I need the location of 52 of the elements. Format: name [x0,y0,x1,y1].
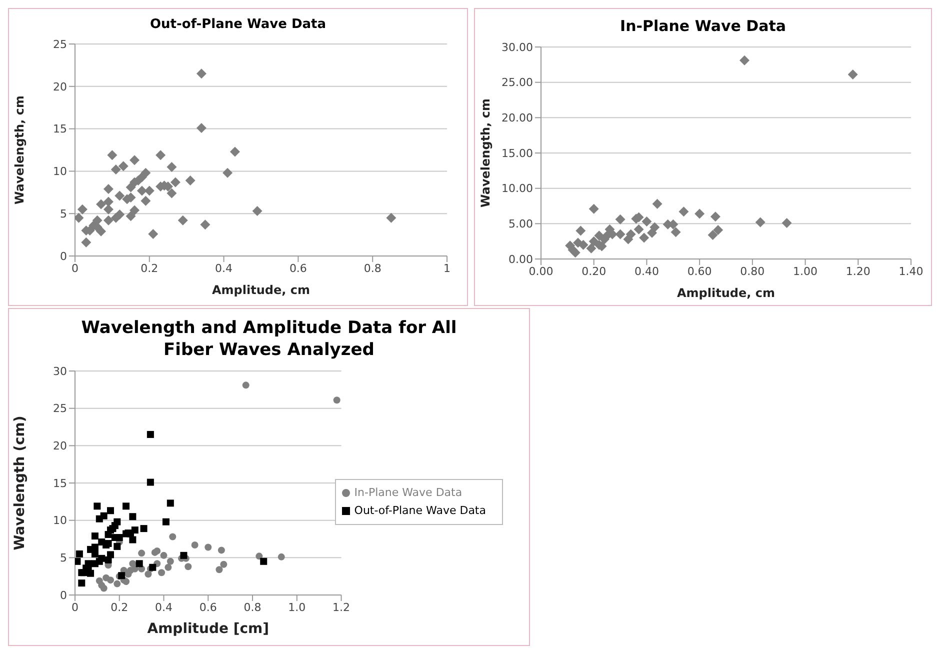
y-tick-label: 5 [60,552,67,565]
y-tick-label: 0.00 [508,252,533,266]
legend-label: In-Plane Wave Data [354,486,462,500]
chart-title: Wavelength and Amplitude Data for All Fiber Waves Analyzed [80,317,458,362]
y-tick-label: 5 [60,207,67,220]
y-axis-title: Wavelength, cm [478,98,492,207]
x-tick-label: 1.40 [898,264,924,278]
y-tick-label: 30.00 [502,40,533,54]
x-tick-label: 1 [444,262,450,275]
legend-label: Out-of-Plane Wave Data [354,504,486,518]
y-tick-label: 10 [53,164,67,178]
x-tick-label: 0.2 [110,600,128,614]
x-axis-title: Amplitude, cm [212,282,310,297]
y-axis-title: Wavelength, cm [12,95,26,204]
y-tick-label: 15.00 [502,146,533,160]
x-tick-label: 0.60 [687,264,712,278]
y-tick-label: 15 [53,122,67,136]
x-tick-label: 0.6 [289,262,307,275]
y-tick-label: 20 [53,440,67,453]
y-tick-label: 25 [53,402,67,416]
x-tick-label: 1.2 [332,600,350,614]
y-tick-label: 15 [53,477,67,490]
y-tick-label: 5.00 [508,217,533,230]
x-tick-label: 0.00 [528,264,554,278]
x-tick-label: 0 [72,262,78,275]
x-tick-label: 0.8 [364,262,382,275]
y-tick-label: 0 [60,250,67,263]
chart-title: In-Plane Wave Data [619,16,787,37]
x-axis-title: Amplitude [cm] [147,621,270,638]
x-axis-title: Amplitude, cm [677,286,775,300]
y-tick-label: 0 [60,589,67,602]
x-tick-label: 1.0 [288,600,306,614]
x-tick-label: 0.80 [740,264,765,278]
x-tick-label: 0.20 [582,264,606,278]
y-tick-label: 25.00 [502,76,533,89]
x-tick-label: 0.6 [199,600,217,614]
x-tick-label: 0.4 [215,262,233,275]
x-tick-label: 0.4 [155,600,173,614]
x-tick-label: 0.8 [244,600,262,614]
y-tick-label: 10.00 [502,182,533,195]
y-tick-label: 10 [53,514,67,528]
x-tick-label: 0.2 [140,262,158,275]
x-tick-label: 1.20 [846,264,870,278]
y-tick-label: 20 [53,80,67,94]
y-tick-label: 20.00 [502,111,533,124]
x-tick-label: 0.40 [634,264,659,278]
x-tick-label: 1.00 [793,264,818,278]
chart-title: Out-of-Plane Wave Data [148,16,328,34]
y-axis-title: Wavelength (cm) [12,416,28,550]
y-tick-label: 30 [53,365,67,378]
x-tick-label: 0 [72,600,78,614]
y-tick-label: 25 [53,38,67,51]
